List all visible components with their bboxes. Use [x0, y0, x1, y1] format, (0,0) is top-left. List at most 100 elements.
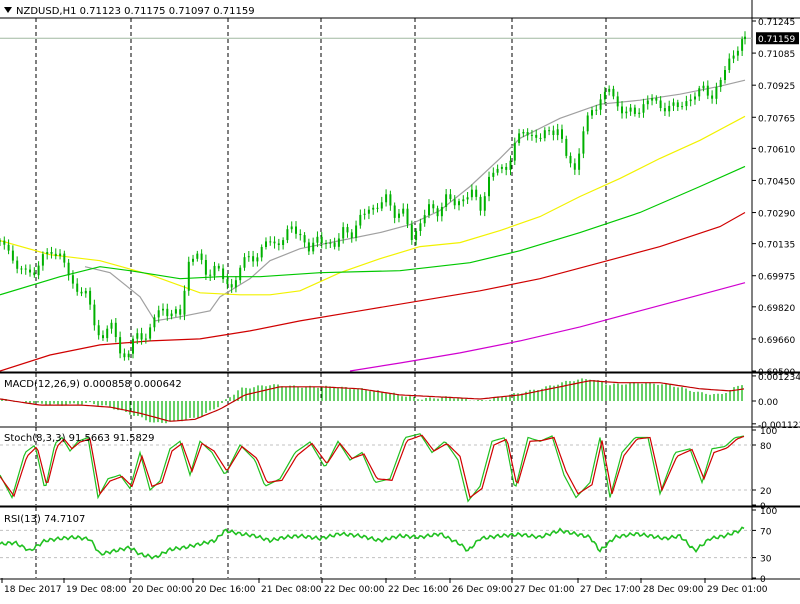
candle-body[interactable] [462, 199, 465, 202]
candle-body[interactable] [29, 269, 31, 273]
candle-body[interactable] [320, 236, 323, 243]
candle-body[interactable] [419, 223, 422, 231]
candle-body[interactable] [213, 265, 216, 276]
candle-body[interactable] [162, 308, 164, 311]
candle-body[interactable] [380, 202, 383, 209]
candle-body[interactable] [466, 197, 469, 200]
price-panel[interactable]: 0.71245 0.71085 0.70925 0.70765 0.70610 0.704… [0, 6, 799, 378]
candle-body[interactable] [252, 256, 255, 262]
candle-body[interactable] [569, 155, 572, 164]
candle-body[interactable] [646, 100, 649, 105]
candle-body[interactable] [376, 207, 379, 209]
candle-body[interactable] [565, 138, 568, 156]
candle-body[interactable] [428, 204, 430, 216]
candle-body[interactable] [106, 328, 109, 339]
candle-body[interactable] [346, 227, 349, 233]
candle-body[interactable] [475, 189, 478, 197]
candle-body[interactable] [698, 88, 701, 97]
candle-body[interactable] [76, 283, 79, 292]
price-axis[interactable]: 0.71245 0.71085 0.70925 0.70765 0.70610 0.704… [752, 18, 799, 378]
candle-body[interactable] [445, 194, 448, 207]
candle-body[interactable] [226, 279, 229, 285]
candle-body[interactable] [337, 238, 340, 247]
candle-body[interactable] [385, 194, 388, 203]
candle-body[interactable] [668, 105, 671, 112]
candle-body[interactable] [398, 213, 400, 218]
candle-body[interactable] [535, 134, 538, 138]
candle-body[interactable] [603, 91, 606, 100]
candle-body[interactable] [307, 242, 310, 252]
candle-body[interactable] [54, 253, 57, 257]
candle-body[interactable] [256, 257, 259, 262]
candle-body[interactable] [239, 267, 242, 281]
candle-body[interactable] [84, 290, 87, 294]
candle-body[interactable] [136, 333, 139, 339]
candle-body[interactable] [355, 225, 358, 239]
candle-body[interactable] [744, 36, 746, 40]
candle-body[interactable] [479, 196, 482, 211]
candle-body[interactable] [127, 353, 130, 358]
candle-body[interactable] [578, 153, 581, 170]
candle-body[interactable] [608, 88, 611, 92]
candle-body[interactable] [20, 268, 23, 270]
candle-body[interactable] [183, 290, 186, 315]
candles[interactable] [0, 31, 746, 361]
candle-body[interactable] [11, 250, 14, 261]
candle-body[interactable] [80, 291, 83, 294]
candle-body[interactable] [488, 176, 490, 197]
candle-body[interactable] [599, 99, 602, 110]
candle-body[interactable] [16, 260, 19, 269]
candle-body[interactable] [702, 85, 705, 89]
candle-body[interactable] [672, 102, 675, 106]
candle-body[interactable] [719, 80, 722, 87]
candle-body[interactable] [440, 207, 443, 217]
candle-body[interactable] [591, 110, 593, 116]
candle-body[interactable] [230, 284, 233, 288]
candle-body[interactable] [329, 242, 332, 244]
candle-body[interactable] [59, 253, 62, 257]
candle-body[interactable] [432, 204, 435, 209]
candle-body[interactable] [732, 55, 735, 59]
candle-body[interactable] [260, 247, 263, 258]
triangle-down-icon[interactable] [4, 7, 12, 13]
candle-body[interactable] [509, 160, 512, 170]
candle-body[interactable] [363, 213, 366, 215]
candle-body[interactable] [196, 253, 199, 259]
candle-body[interactable] [170, 313, 173, 317]
candle-body[interactable] [458, 201, 460, 206]
candle-body[interactable] [217, 265, 220, 269]
candle-body[interactable] [556, 129, 559, 136]
candle-body[interactable] [685, 101, 688, 107]
candle-body[interactable] [157, 310, 160, 318]
candle-body[interactable] [325, 243, 327, 244]
candle-body[interactable] [470, 189, 473, 198]
candle-body[interactable] [102, 335, 104, 339]
candle-body[interactable] [543, 130, 546, 139]
candle-body[interactable] [333, 242, 336, 247]
candle-body[interactable] [483, 196, 486, 211]
candle-body[interactable] [728, 58, 731, 70]
candle-body[interactable] [119, 337, 122, 354]
candle-body[interactable] [33, 272, 36, 276]
time-axis[interactable]: 18 Dec 2017 19 Dec 08:00 20 Dec 00:00 20 De… [1, 578, 768, 595]
candle-body[interactable] [282, 240, 285, 245]
candle-body[interactable] [415, 231, 418, 240]
candle-body[interactable] [526, 132, 529, 136]
candle-body[interactable] [209, 274, 212, 276]
candle-body[interactable] [548, 130, 551, 132]
candle-body[interactable] [46, 252, 49, 255]
candle-body[interactable] [234, 280, 237, 288]
candle-body[interactable] [423, 215, 426, 224]
candle-body[interactable] [612, 88, 615, 97]
candle-body[interactable] [312, 242, 315, 252]
candle-body[interactable] [436, 208, 439, 217]
candle-body[interactable] [633, 107, 636, 114]
candle-body[interactable] [715, 87, 718, 99]
candle-body[interactable] [140, 333, 143, 340]
candle-body[interactable] [273, 241, 276, 244]
candle-body[interactable] [694, 96, 696, 100]
candle-body[interactable] [741, 39, 744, 51]
rsi-panel[interactable]: 100 70 30 0 RSI(13) 74.7107 [0, 507, 777, 585]
candle-body[interactable] [316, 236, 319, 243]
candle-body[interactable] [367, 209, 370, 214]
